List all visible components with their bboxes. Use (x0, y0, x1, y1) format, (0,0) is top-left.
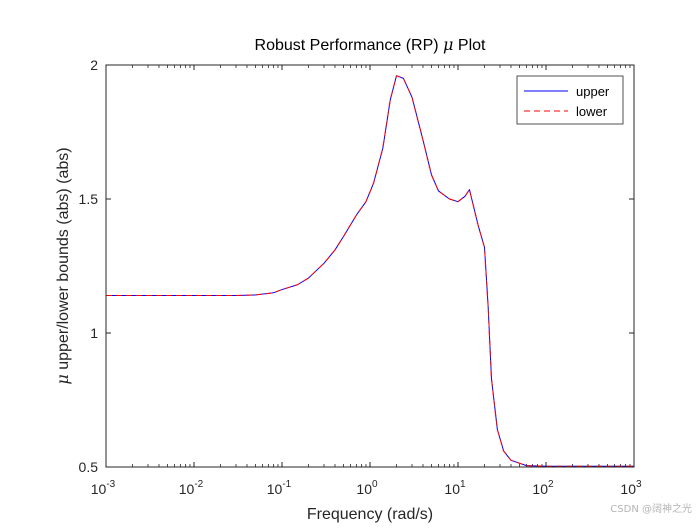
x-axis-label: Frequency (rad/s) (307, 506, 433, 523)
axes-background (106, 65, 634, 467)
y-tick-label: 0.5 (79, 459, 99, 475)
x-tick-label: 10-2 (179, 479, 204, 497)
x-tick-base: 10 (356, 481, 372, 497)
x-tick-exponent: -3 (106, 479, 115, 490)
title-suffix: Plot (453, 37, 486, 54)
x-tick-base: 10 (532, 481, 548, 497)
x-tick-exponent: 3 (636, 479, 642, 490)
x-tick-base: 10 (91, 481, 107, 497)
y-label-rest: upper/lower bounds (abs) (abs) (55, 147, 72, 374)
watermark-text: CSDN @阔神之光 (610, 504, 692, 515)
x-tick-label: 102 (532, 479, 554, 497)
legend: upper lower (516, 75, 624, 125)
y-tick-label: 1.5 (79, 191, 99, 207)
x-tick-base: 10 (267, 481, 283, 497)
title-prefix: Robust Performance (RP) (255, 37, 444, 54)
x-tick-exponent: 2 (548, 479, 554, 490)
y-axis-label: μ upper/lower bounds (abs) (abs) (53, 147, 72, 384)
x-tick-exponent: -1 (282, 479, 291, 490)
x-tick-base: 10 (444, 481, 460, 497)
x-tick-label: 101 (444, 479, 466, 497)
x-tick-base: 10 (179, 481, 195, 497)
x-tick-exponent: 0 (372, 479, 378, 490)
y-tick-label: 2 (90, 57, 98, 73)
x-tick-label: 103 (620, 479, 642, 497)
axes-box (105, 64, 635, 468)
series-lower-line (106, 75, 634, 467)
legend-upper-label: upper (576, 84, 610, 99)
x-tick-exponent: -2 (194, 479, 203, 490)
x-tick-label: 10-1 (267, 479, 292, 497)
x-tick-exponent: 1 (460, 479, 466, 490)
legend-box (516, 75, 624, 125)
x-tick-label: 10-3 (91, 479, 116, 497)
x-tick-label: 100 (356, 479, 378, 497)
title-symbol: μ (443, 35, 453, 54)
series-layer (106, 75, 634, 467)
y-tick-label: 1 (90, 325, 98, 341)
chart-title: Robust Performance (RP) μ Plot (255, 35, 486, 54)
y-label-symbol: μ (53, 374, 72, 384)
x-tick-base: 10 (620, 481, 636, 497)
legend-lower-label: lower (576, 104, 608, 119)
